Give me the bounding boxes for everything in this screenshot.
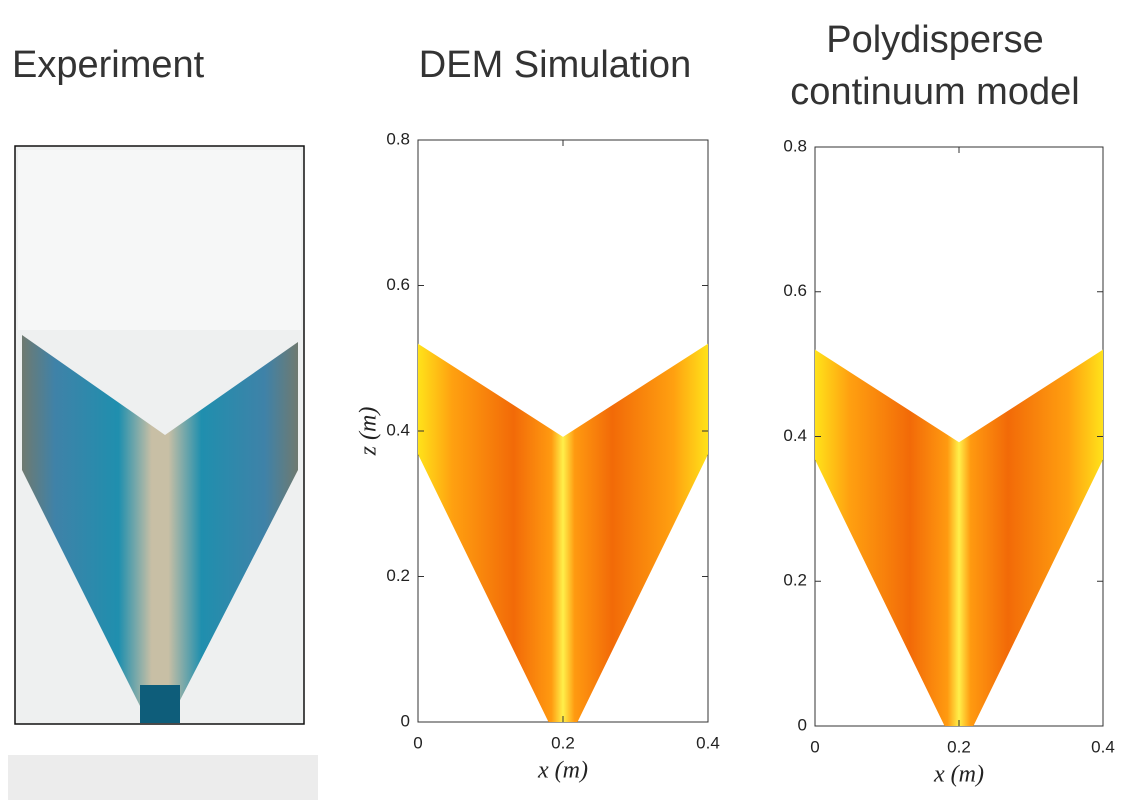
- x-axis-label: x (m): [537, 758, 588, 784]
- y-tick-label: 0.8: [386, 129, 410, 148]
- y-axis-label: z (m): [356, 407, 382, 457]
- y-tick-label: 0.4: [386, 420, 410, 439]
- y-tick-label: 0.6: [783, 281, 807, 300]
- panel-title: DEM Simulation: [418, 44, 692, 86]
- y-tick-label: 0.8: [783, 136, 807, 155]
- y-tick-label: 0.4: [783, 426, 807, 445]
- heatmap: [815, 349, 1103, 726]
- panel-title: Experiment: [12, 44, 205, 86]
- x-tick-label: 0.2: [551, 733, 575, 752]
- heatmap: [418, 343, 708, 722]
- x-axis-label: x (m): [933, 762, 984, 788]
- panel-title: Polydisperse continuum model: [790, 19, 1080, 113]
- x-tick-label: 0: [413, 733, 422, 752]
- x-tick-label: 0.2: [947, 737, 971, 756]
- y-tick-label: 0.2: [783, 571, 807, 590]
- y-tick-label: 0.6: [386, 275, 410, 294]
- x-tick-label: 0.4: [696, 733, 720, 752]
- y-tick-label: 0.2: [386, 566, 410, 585]
- y-tick-label: 0: [798, 715, 807, 734]
- experiment-photo: [8, 145, 318, 800]
- x-tick-label: 0: [810, 737, 819, 756]
- x-tick-label: 0.4: [1091, 737, 1115, 756]
- y-tick-label: 0: [401, 711, 410, 730]
